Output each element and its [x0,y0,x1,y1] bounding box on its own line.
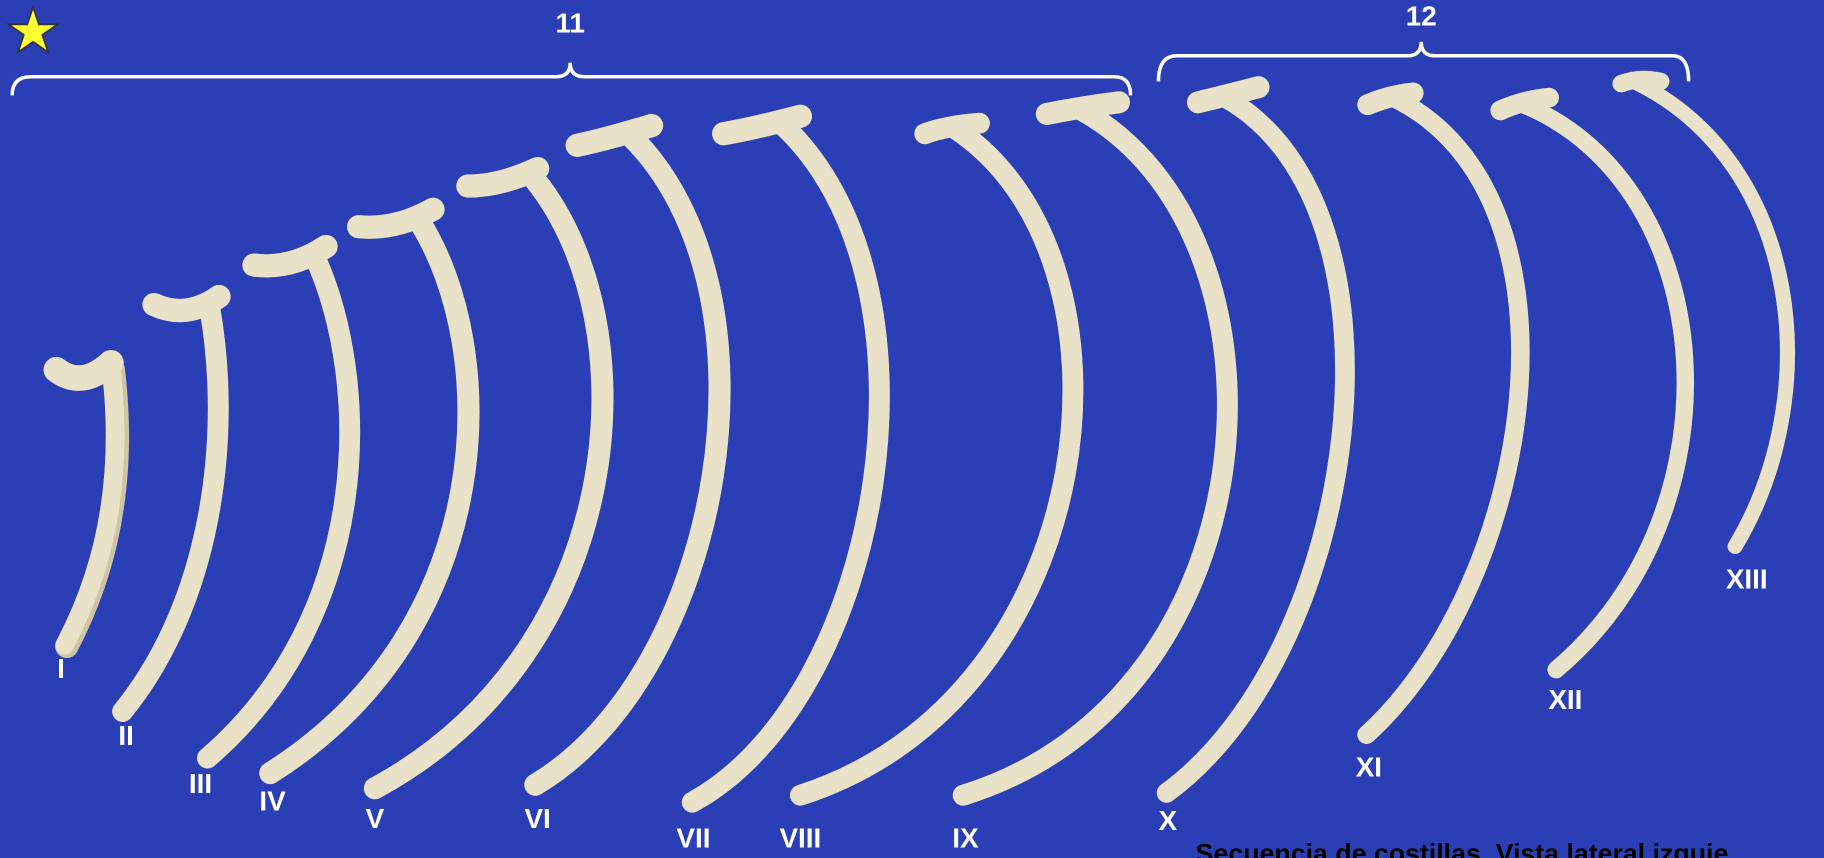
rib-label: IV [259,785,286,816]
bracket-label: 11 [555,8,584,39]
rib-head [1357,82,1424,116]
rib-head [142,284,231,323]
ribs [43,70,1795,813]
rib-head [456,156,550,198]
bracket [10,62,1133,96]
caption: Secuencia de costillas. Vista lateral iz… [1196,839,1729,858]
bracket-label: 12 [1406,1,1437,32]
bracket [1156,41,1691,82]
rib-head [1186,76,1270,114]
rib-label: XI [1356,752,1382,783]
rib-label: VII [676,823,710,854]
rib-label: XII [1548,684,1582,715]
rib-label: I [57,653,65,684]
rib-label: IX [952,823,979,854]
rib [259,209,480,785]
rib-head [346,197,445,239]
rib [789,117,1084,806]
rib [681,111,890,813]
rib [363,169,614,800]
rib [952,99,1238,806]
rib-head [1490,87,1559,121]
rib [55,356,125,655]
rib-head [43,349,124,391]
rib-label: VI [524,803,550,834]
rib-label: II [118,720,134,751]
rib-label: V [366,803,385,834]
rib [524,122,731,796]
star-icon [5,4,61,55]
rib-label: III [189,768,212,799]
rib-head [1035,91,1130,125]
rib [112,297,229,722]
rib-label: XIII [1726,563,1768,594]
rib [1626,73,1795,554]
rib [1156,88,1355,803]
rib-head [914,112,990,145]
rib [196,245,361,769]
rib-label: VIII [779,823,821,854]
rib-head [565,113,664,157]
rib-labels: I II III IV V VI VII VIII IX X XI XII XI… [57,563,1768,853]
rib-head [712,104,813,146]
rib [1514,95,1694,679]
rib [1357,89,1530,745]
rib-label: X [1158,805,1177,836]
rib-head [242,234,338,278]
rib-head [1612,70,1670,93]
